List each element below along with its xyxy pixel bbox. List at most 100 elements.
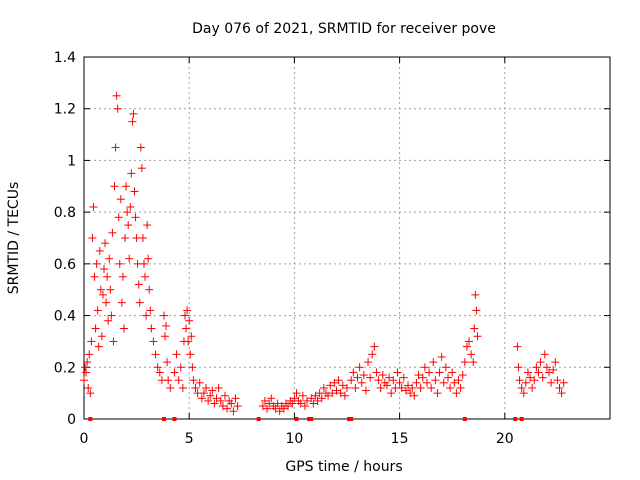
data-point: [202, 383, 211, 392]
data-point: [210, 399, 219, 408]
data-point: [110, 182, 119, 191]
data-point: [523, 368, 532, 377]
x-axis-ticks: 0 5 10 15 20: [80, 57, 514, 447]
data-point: [313, 396, 322, 405]
data-point: [105, 254, 114, 263]
data-point: [334, 376, 343, 385]
data-point: [163, 358, 172, 367]
data-point: [88, 234, 97, 242]
data-point: [559, 378, 568, 387]
data-point: [292, 389, 301, 398]
data-point: [199, 389, 208, 398]
data-point: [223, 404, 232, 413]
gap-marker: [349, 417, 354, 421]
data-point: [414, 371, 423, 380]
x-tick-label: 20: [496, 431, 514, 447]
data-point: [141, 272, 150, 281]
data-point: [113, 104, 122, 113]
data-point: [456, 383, 465, 392]
data-point: [324, 391, 333, 400]
data-point: [260, 396, 269, 405]
data-point: [547, 378, 556, 387]
data-point: [326, 381, 335, 390]
x-tick-label: 5: [185, 431, 194, 447]
gap-marker: [462, 417, 467, 421]
y-tick-label: 0.2: [54, 360, 76, 376]
data-point: [553, 376, 562, 385]
data-point: [347, 376, 356, 385]
data-point: [164, 376, 173, 385]
data-point: [143, 221, 152, 230]
data-point: [91, 324, 100, 333]
data-point: [147, 324, 156, 333]
data-point: [404, 381, 413, 390]
data-point: [118, 272, 127, 281]
gap-marker: [172, 417, 177, 421]
data-point: [532, 363, 541, 372]
data-point: [97, 332, 106, 341]
data-point: [303, 396, 312, 405]
data-point: [170, 368, 179, 377]
data-point: [378, 371, 387, 380]
data-point: [416, 383, 425, 392]
data-point: [227, 399, 236, 408]
data-point: [366, 373, 375, 382]
data-point: [89, 202, 98, 211]
y-tick-label: 0.4: [54, 309, 76, 325]
data-point: [296, 399, 305, 408]
data-point: [542, 363, 551, 372]
data-point: [107, 311, 116, 320]
data-point: [307, 394, 316, 403]
data-point: [284, 402, 293, 411]
data-point: [83, 358, 92, 367]
data-point: [401, 386, 410, 395]
data-point: [271, 404, 280, 413]
data-point: [355, 363, 364, 372]
data-point: [514, 363, 523, 372]
data-point: [90, 272, 99, 281]
data-point: [216, 396, 225, 405]
data-point: [131, 213, 140, 222]
data-point: [197, 394, 206, 403]
data-point: [123, 208, 132, 217]
data-point: [162, 321, 171, 330]
data-point: [87, 337, 96, 346]
data-point: [135, 298, 144, 307]
data-point: [435, 368, 444, 377]
y-tick-label: 1.2: [54, 102, 76, 118]
y-axis-label: SRMTID / TECUs: [6, 182, 22, 295]
data-point: [145, 285, 154, 294]
data-point: [551, 358, 560, 367]
gap-marker: [294, 417, 299, 421]
data-point: [387, 389, 396, 398]
grid-lines: [84, 57, 610, 419]
data-point: [557, 389, 566, 398]
data-point: [112, 91, 121, 100]
data-point: [431, 376, 440, 385]
data-point: [467, 350, 476, 359]
data-point: [399, 373, 408, 382]
data-point: [127, 169, 136, 178]
data-point: [359, 371, 368, 380]
data-point: [114, 213, 123, 222]
data-point: [340, 391, 349, 400]
y-tick-label: 1.4: [54, 50, 76, 66]
data-point: [94, 342, 103, 351]
data-point: [84, 383, 93, 392]
data-point: [273, 399, 282, 408]
data-point: [275, 407, 284, 416]
data-point: [536, 358, 545, 367]
data-point: [469, 358, 478, 367]
data-point: [218, 402, 227, 411]
y-tick-label: 0: [67, 412, 76, 428]
data-point: [85, 350, 94, 359]
data-point: [99, 265, 108, 274]
data-point: [109, 337, 118, 346]
data-point: [212, 394, 221, 403]
y-tick-label: 1: [67, 153, 76, 169]
data-point: [142, 311, 151, 320]
data-point: [454, 376, 463, 385]
data-point: [465, 337, 474, 346]
gap-marker: [347, 417, 352, 421]
data-point: [538, 373, 547, 382]
